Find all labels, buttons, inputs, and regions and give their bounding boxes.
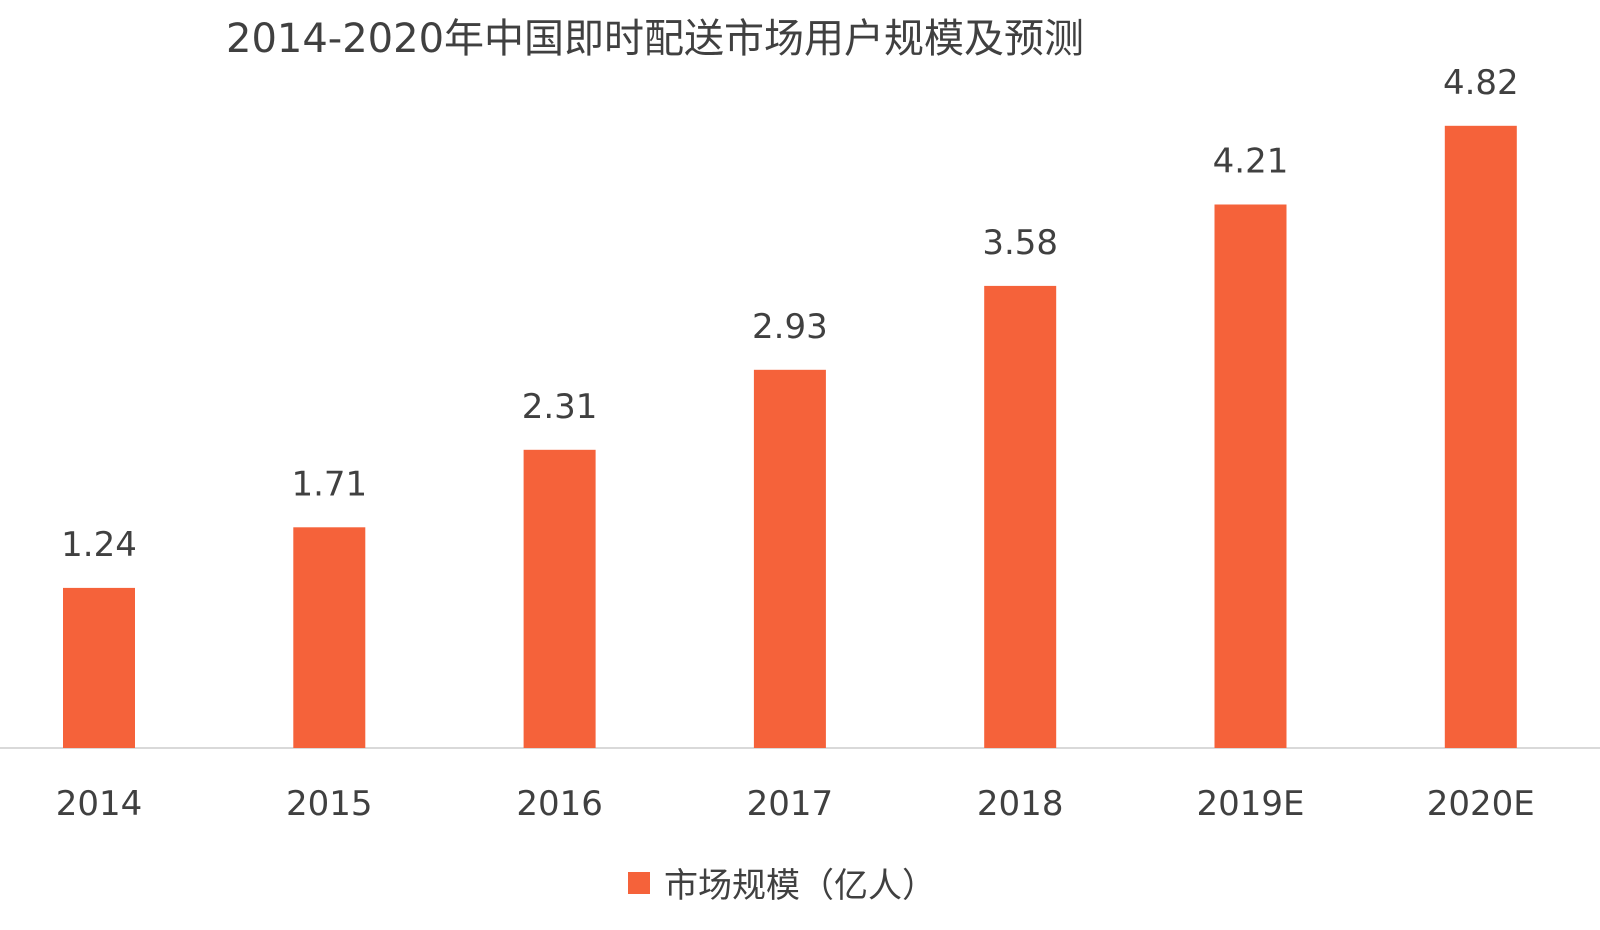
x-tick-label-2015: 2015 bbox=[286, 784, 373, 824]
chart-title: 2014-2020年中国即时配送市场用户规模及预测 bbox=[226, 16, 1085, 62]
bars-layer bbox=[63, 125, 1517, 749]
bar-2019E bbox=[1214, 204, 1287, 748]
bar-2018 bbox=[984, 285, 1057, 748]
data-label-2014: 1.24 bbox=[61, 525, 137, 565]
legend: 市场规模（亿人） bbox=[628, 858, 936, 907]
data-label-2017: 2.93 bbox=[752, 307, 828, 347]
data-label-2019E: 4.21 bbox=[1213, 142, 1289, 182]
x-tick-label-2018: 2018 bbox=[977, 784, 1064, 824]
x-tick-label-2014: 2014 bbox=[56, 784, 143, 824]
bar-2014 bbox=[63, 587, 135, 748]
x-tick-labels-layer: 2014 2015 2016 2017 2018 2019E 2020E bbox=[56, 784, 1535, 824]
bar-2015 bbox=[293, 527, 366, 748]
legend-swatch bbox=[628, 871, 650, 894]
data-labels-layer: 1.24 1.71 2.31 2.93 3.58 4.21 4.82 bbox=[61, 63, 1519, 565]
x-tick-label-2016: 2016 bbox=[516, 784, 603, 824]
bar-2020E bbox=[1444, 125, 1517, 749]
x-tick-label-2017: 2017 bbox=[747, 784, 834, 824]
data-label-2015: 1.71 bbox=[291, 464, 367, 504]
legend-label: 市场规模（亿人） bbox=[664, 866, 936, 906]
x-tick-label-2019E: 2019E bbox=[1196, 784, 1304, 824]
data-label-2016: 2.31 bbox=[522, 387, 598, 427]
data-label-2020E: 4.82 bbox=[1443, 63, 1519, 103]
bar-2017 bbox=[753, 369, 826, 748]
x-tick-label-2020E: 2020E bbox=[1427, 784, 1535, 824]
data-label-2018: 3.58 bbox=[982, 223, 1058, 263]
bar-2016 bbox=[523, 449, 596, 748]
